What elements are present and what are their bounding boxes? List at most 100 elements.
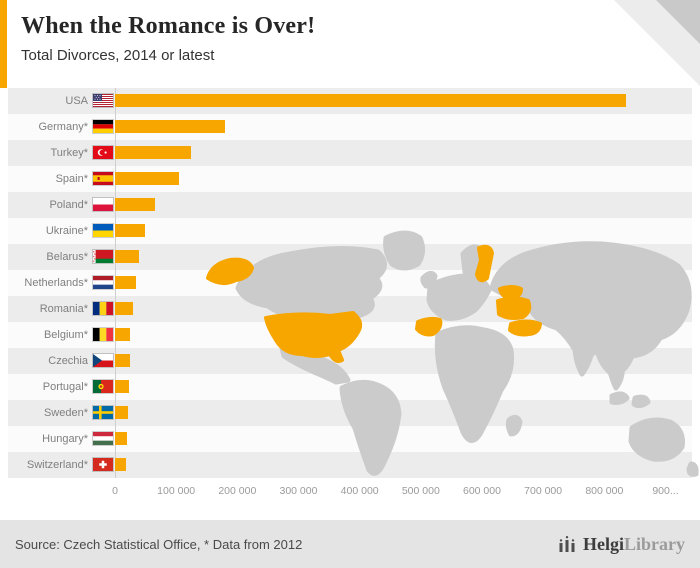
chart-row: Czechia [8, 348, 692, 374]
map-north-america [235, 245, 387, 324]
bar-track [115, 322, 682, 348]
map-ukraine-highlight [496, 296, 532, 320]
chart-rows: USA Germany* Turkey* Spain* Poland* Ukraine* B… [8, 88, 692, 478]
chart-title: When the Romance is Over! [21, 13, 316, 39]
helgi-library-logo[interactable]: HelgiLibrary [557, 534, 685, 554]
map-greenland [383, 230, 426, 271]
divorce-bar [115, 250, 139, 263]
country-label: Romania* [39, 303, 88, 315]
chart-row: Belarus* [8, 244, 692, 270]
country-label: Netherlands* [24, 277, 88, 289]
map-indonesia-east [631, 394, 651, 409]
bar-track [115, 426, 682, 452]
country-label: Spain* [55, 173, 88, 185]
switzerland-flag-icon [93, 458, 113, 471]
country-label: Ukraine* [45, 225, 88, 237]
map-turkey-highlight [508, 319, 542, 337]
world-map [206, 230, 699, 477]
chart-row: Belgium* [8, 322, 692, 348]
country-label: Germany* [38, 121, 88, 133]
map-british-isles [420, 270, 438, 289]
chart-subtitle: Total Divorces, 2014 or latest [21, 47, 215, 64]
country-label: Hungary* [42, 433, 88, 445]
country-label: Czechia [48, 355, 88, 367]
country-label: Turkey* [50, 147, 89, 159]
map-new-zealand [686, 461, 699, 477]
bar-track [115, 452, 682, 478]
logo-text: HelgiLibrary [583, 535, 685, 553]
divorce-bar [115, 146, 192, 159]
turkey-flag-icon [93, 146, 113, 159]
bar-track [115, 218, 682, 244]
chart-row: Sweden* [8, 400, 692, 426]
sweden-flag-icon [93, 406, 113, 419]
divorce-bar [115, 94, 626, 107]
map-madagascar [505, 414, 523, 437]
portugal-flag-icon [93, 380, 113, 393]
chart-row: Spain* [8, 166, 692, 192]
poland-flag-icon [93, 198, 113, 211]
belarus-flag-icon [93, 250, 113, 263]
usa-flag-icon [93, 94, 113, 107]
divorce-bar [115, 406, 128, 419]
x-tick-label: 400 000 [340, 485, 379, 497]
divorce-bar [115, 354, 130, 367]
x-tick-label: 700 000 [524, 485, 563, 497]
divorce-bar [115, 380, 130, 393]
x-tick-label: 900... [652, 485, 679, 497]
country-label: Belarus* [46, 251, 88, 263]
x-tick-label: 800 000 [585, 485, 624, 497]
map-sweden-highlight [475, 244, 494, 283]
divorce-bar [115, 432, 128, 445]
divorce-bar [115, 198, 156, 211]
bar-track [115, 244, 682, 270]
bar-chart: USA Germany* Turkey* Spain* Poland* Ukraine* B… [8, 88, 699, 502]
country-label: Portugal* [42, 381, 88, 393]
country-label: Belgium* [43, 329, 88, 341]
chart-row: Ukraine* [8, 218, 692, 244]
belgium-flag-icon [93, 328, 113, 341]
divorce-bar [115, 302, 133, 315]
logo-text-library: Library [624, 534, 685, 554]
map-usa-highlight [264, 311, 363, 364]
x-tick-label: 100 000 [157, 485, 196, 497]
chart-row: Netherlands* [8, 270, 692, 296]
chart-row: Turkey* [8, 140, 692, 166]
bar-track [115, 140, 682, 166]
x-axis: 0 100 000 200 000 300 000 400 000 500 000 600 … [112, 480, 682, 502]
map-south-america [339, 380, 402, 476]
romania-flag-icon [93, 302, 113, 315]
bar-track [115, 114, 682, 140]
divorce-bar [115, 224, 145, 237]
divorce-bar [115, 276, 137, 289]
map-belarus-highlight [498, 285, 523, 300]
country-label: Sweden* [43, 407, 88, 419]
map-alaska-highlight [206, 257, 254, 285]
map-australia [628, 417, 685, 462]
bar-track [115, 374, 682, 400]
spain-flag-icon [93, 172, 113, 185]
divorce-bar [115, 172, 179, 185]
corner-fold-icon [656, 0, 700, 44]
source-note: Source: Czech Statistical Office, * Data… [15, 536, 303, 552]
bar-track [115, 296, 682, 322]
bar-track [115, 348, 682, 374]
chart-header: When the Romance is Over! Total Divorces… [0, 0, 700, 88]
netherlands-flag-icon [93, 276, 113, 289]
divorce-bar [115, 328, 131, 341]
logo-text-helgi: Helgi [583, 534, 624, 554]
chart-row: Germany* [8, 114, 692, 140]
bar-track [115, 400, 682, 426]
x-tick-label: 0 [112, 485, 118, 497]
ukraine-flag-icon [93, 224, 113, 237]
bar-track [115, 270, 682, 296]
chart-row: Switzerland* [8, 452, 692, 478]
x-tick-label: 500 000 [401, 485, 440, 497]
country-label: USA [65, 95, 88, 107]
divorce-bar [115, 120, 226, 133]
chart-row: Portugal* [8, 374, 692, 400]
chart-row: Hungary* [8, 426, 692, 452]
map-southeast-asia [604, 349, 625, 391]
chart-row: USA [8, 88, 692, 114]
